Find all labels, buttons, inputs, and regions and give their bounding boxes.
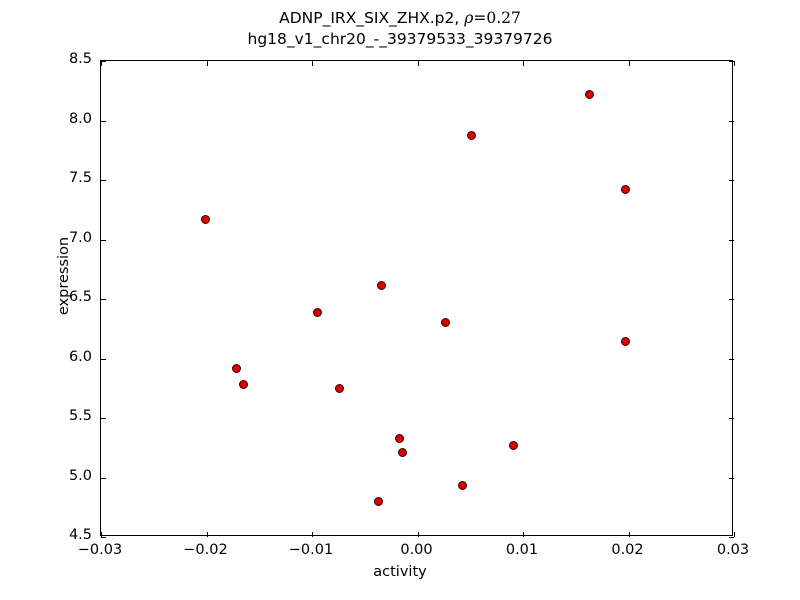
x-tick-mark (523, 532, 524, 537)
y-tick-mark (729, 418, 734, 419)
y-tick-label: 8.5 (68, 51, 92, 67)
x-tick-label: −0.03 (77, 542, 123, 558)
x-tick-label: −0.02 (183, 542, 228, 558)
y-tick-label: 7.0 (68, 229, 92, 246)
x-tick-mark (101, 61, 102, 66)
y-tick-mark (729, 358, 734, 360)
y-tick-mark (729, 537, 734, 538)
data-point (231, 363, 241, 373)
y-tick-mark (101, 299, 106, 300)
rho-symbol: ρ (464, 9, 474, 27)
data-point (312, 307, 322, 317)
y-tick-mark (101, 239, 106, 241)
y-tick-label: 5.5 (68, 408, 92, 424)
data-point (200, 214, 210, 224)
data-point (238, 380, 248, 390)
data-point (441, 318, 451, 328)
x-tick-label: 0.00 (400, 542, 433, 558)
x-tick-mark (101, 532, 102, 537)
plot-frame (100, 60, 735, 538)
rho-value: 0.27 (486, 9, 521, 27)
data-point (620, 185, 630, 195)
y-tick-label: 7.5 (68, 170, 92, 186)
data-point (398, 448, 408, 457)
y-tick-mark (101, 477, 106, 479)
y-tick-mark (729, 61, 734, 62)
x-tick-label: −0.01 (288, 542, 334, 558)
x-tick-mark (628, 532, 630, 537)
chart-title-line-2: hg18_v1_chr20_-_39379533_39379726 (247, 30, 553, 48)
y-tick-mark (729, 299, 734, 300)
chart-title-name: ADNP_IRX_SIX_ZHX.p2, (279, 9, 465, 27)
y-tick-mark (729, 477, 734, 479)
rho-equals: = (473, 9, 487, 27)
chart-title-line-1: ADNP_IRX_SIX_ZHX.p2, ρ=0.27 (0, 8, 800, 29)
x-tick-label: 0.03 (716, 542, 750, 558)
x-tick-mark (206, 61, 208, 66)
y-axis-label: expression (56, 236, 72, 316)
y-tick-label: 6.0 (68, 348, 92, 365)
x-tick-mark (628, 61, 630, 66)
x-tick-label: 0.01 (505, 542, 539, 558)
y-tick-label: 8.0 (68, 110, 92, 127)
data-point (458, 481, 468, 491)
x-tick-mark (734, 532, 735, 537)
x-tick-mark (312, 61, 313, 66)
y-tick-label: 4.5 (68, 527, 92, 543)
y-tick-mark (101, 180, 106, 181)
y-tick-mark (729, 120, 734, 122)
y-tick-mark (101, 358, 106, 360)
data-point (509, 440, 518, 450)
x-tick-label: 0.02 (611, 542, 644, 558)
x-tick-mark (312, 532, 313, 537)
data-point (373, 496, 383, 506)
y-tick-mark (101, 120, 106, 122)
data-point (620, 337, 630, 347)
data-point (584, 89, 594, 99)
y-tick-mark (101, 418, 106, 419)
y-tick-mark (101, 61, 106, 62)
data-point (395, 433, 405, 443)
data-point (377, 281, 387, 291)
y-tick-label: 5.0 (68, 467, 92, 484)
data-point (334, 383, 344, 393)
plot-area (101, 61, 732, 535)
x-tick-mark (417, 532, 419, 537)
y-tick-mark (729, 239, 734, 241)
y-tick-label: 6.5 (68, 289, 92, 305)
x-tick-mark (734, 61, 735, 66)
x-tick-mark (417, 61, 419, 66)
y-tick-mark (729, 180, 734, 181)
x-tick-mark (523, 61, 524, 66)
chart-title: ADNP_IRX_SIX_ZHX.p2, ρ=0.27 hg18_v1_chr2… (0, 8, 800, 50)
y-tick-mark (101, 537, 106, 538)
x-tick-mark (206, 532, 208, 537)
x-axis-label: activity (373, 564, 427, 580)
data-point (466, 131, 476, 141)
